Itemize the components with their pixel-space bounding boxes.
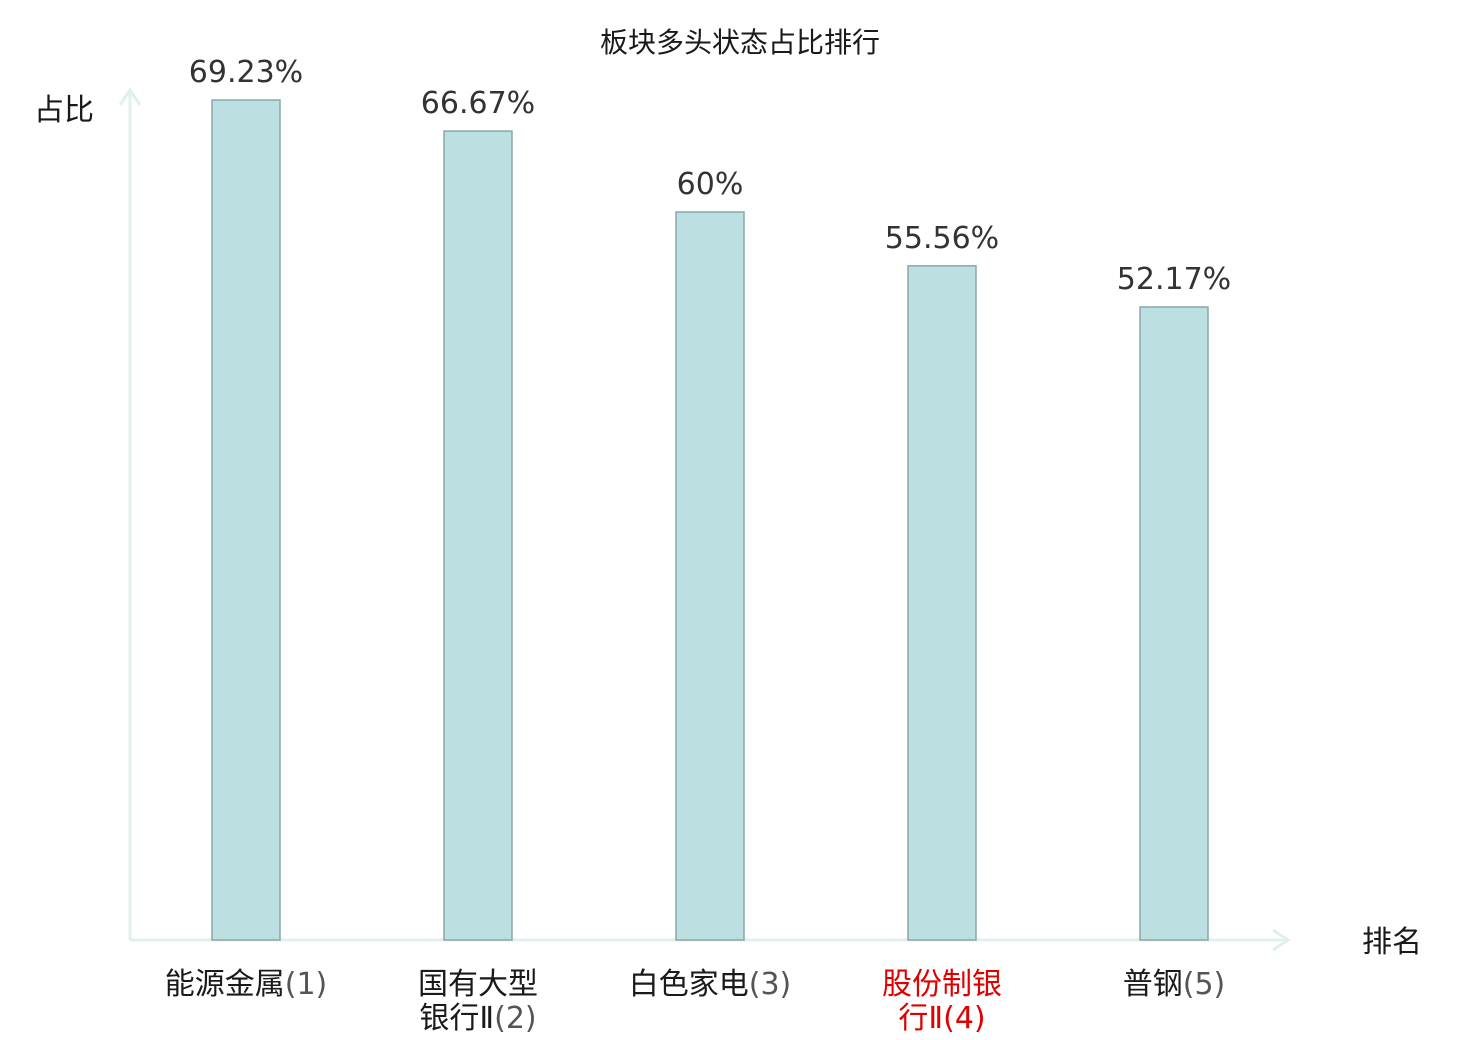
bar: [907, 265, 977, 941]
value-label: 55.56%: [885, 221, 999, 256]
value-labels: 69.23% 66.67% 60% 55.56% 52.17%: [189, 55, 1231, 297]
x-axis-arrow: [1272, 928, 1291, 952]
value-label: 60%: [677, 167, 744, 202]
x-axis-label: 排名: [1362, 925, 1422, 960]
bar: [443, 130, 513, 941]
value-label: 52.17%: [1117, 262, 1231, 297]
category-label: 白色家电(3): [629, 967, 792, 1002]
y-axis-arrow: [118, 87, 142, 106]
category-label: 股份制银: [882, 967, 1002, 1002]
chart-title: 板块多头状态占比排行: [600, 26, 880, 59]
bar: [1139, 306, 1209, 941]
category-label: 能源金属(1): [165, 967, 328, 1002]
category-label: 普钢(5): [1123, 967, 1226, 1002]
y-axis-label: 占比: [34, 93, 94, 128]
value-label: 69.23%: [189, 55, 303, 90]
category-label: 行Ⅱ(4): [898, 1001, 985, 1036]
bar: [211, 99, 281, 941]
value-label: 66.67%: [421, 86, 535, 121]
category-label: 国有大型: [418, 967, 538, 1002]
bar: [675, 211, 745, 941]
bars: [211, 99, 1209, 941]
category-label: 银行Ⅱ(2): [419, 1001, 536, 1036]
